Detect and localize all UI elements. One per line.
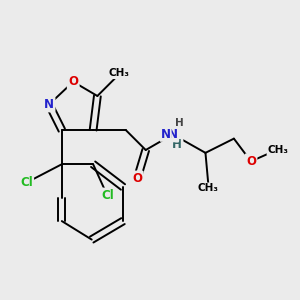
- Text: CH₃: CH₃: [108, 68, 129, 78]
- Text: H: H: [176, 118, 184, 128]
- Text: O: O: [132, 172, 142, 185]
- Text: O: O: [68, 75, 78, 88]
- Text: Cl: Cl: [20, 176, 33, 189]
- Text: H: H: [172, 138, 182, 151]
- Text: N: N: [44, 98, 54, 111]
- Text: CH₃: CH₃: [268, 145, 289, 155]
- Text: O: O: [246, 155, 256, 168]
- Text: CH₃: CH₃: [198, 183, 219, 194]
- Text: N: N: [160, 128, 171, 141]
- Text: Cl: Cl: [101, 189, 114, 202]
- Text: N: N: [168, 128, 178, 141]
